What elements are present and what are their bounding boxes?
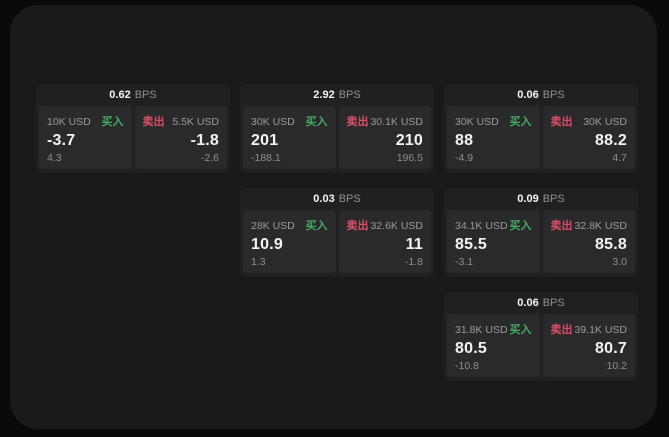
quote-grid: 0.62 BPS 10K USD 买入 -3.7 4.3 卖出 5.5K USD [36,84,638,381]
buy-price: 80.5 [455,339,487,357]
sell-amount: 30.1K USD [370,116,423,128]
sell-panel[interactable]: 卖出 30K USD 88.2 4.7 [542,106,635,169]
sell-amount: 30K USD [583,116,627,128]
spread-value: 0.62 [109,89,131,101]
buy-label: 买入 [509,220,532,232]
bps-label: BPS [338,89,361,101]
buy-panel[interactable]: 10K USD 买入 -3.7 4.3 [39,106,132,169]
quote-card: 0.62 BPS 10K USD 买入 -3.7 4.3 卖出 5.5K USD [36,84,230,173]
sell-panel[interactable]: 卖出 5.5K USD -1.8 -2.6 [134,106,227,169]
buy-panel[interactable]: 30K USD 买入 88 -4.9 [447,106,540,169]
spread-header: 0.09 BPS [444,188,638,210]
bps-label: BPS [338,193,361,205]
buy-amount: 10K USD [47,116,91,128]
buy-amount: 31.8K USD [455,324,508,336]
buy-change: 1.3 [251,255,266,268]
sell-panel[interactable]: 卖出 32.6K USD 11 -1.8 [338,210,431,273]
spread-header: 0.06 BPS [444,84,638,106]
sell-price: 210 [395,131,423,149]
buy-change: -10.8 [455,359,479,372]
sell-change: -2.6 [200,151,219,164]
sell-label: 卖出 [550,324,573,336]
sell-panel[interactable]: 卖出 32.8K USD 85.8 3.0 [542,210,635,273]
spread-value: 0.03 [313,193,335,205]
spread-header: 0.03 BPS [240,188,434,210]
sell-change: 10.2 [606,359,627,372]
buy-panel[interactable]: 28K USD 买入 10.9 1.3 [243,210,336,273]
buy-price: 10.9 [251,235,283,253]
sell-price: 85.8 [595,235,627,253]
buy-price: 88 [455,131,474,149]
bps-label: BPS [134,89,157,101]
bps-label: BPS [542,193,565,205]
buy-label: 买入 [509,116,532,128]
quote-card: 0.09 BPS 34.1K USD 买入 85.5 -3.1 卖出 32.8K … [444,188,638,277]
sell-amount: 5.5K USD [172,116,219,128]
bps-label: BPS [542,297,565,309]
spread-header: 2.92 BPS [240,84,434,106]
quote-card: 0.03 BPS 28K USD 买入 10.9 1.3 卖出 32.6K USD [240,188,434,277]
sell-change: 4.7 [612,151,627,164]
buy-price: 201 [251,131,279,149]
buy-change: -188.1 [251,151,281,164]
buy-amount: 30K USD [455,116,499,128]
sell-change: 196.5 [396,151,423,164]
buy-amount: 28K USD [251,220,295,232]
buy-panel[interactable]: 30K USD 买入 201 -188.1 [243,106,336,169]
buy-label: 买入 [101,116,124,128]
buy-panel[interactable]: 34.1K USD 买入 85.5 -3.1 [447,210,540,273]
sell-amount: 39.1K USD [574,324,627,336]
quote-card: 0.06 BPS 31.8K USD 买入 80.5 -10.8 卖出 39.1K… [444,292,638,381]
sell-label: 卖出 [142,116,165,128]
sell-amount: 32.6K USD [370,220,423,232]
buy-label: 买入 [305,116,328,128]
buy-amount: 30K USD [251,116,295,128]
sell-panel[interactable]: 卖出 39.1K USD 80.7 10.2 [542,314,635,377]
spread-value: 0.06 [517,89,539,101]
buy-label: 买入 [305,220,328,232]
sell-price: 88.2 [595,131,627,149]
sell-label: 卖出 [346,116,369,128]
spread-header: 0.62 BPS [36,84,230,106]
quote-card: 2.92 BPS 30K USD 买入 201 -188.1 卖出 30.1K U… [240,84,434,173]
spread-header: 0.06 BPS [444,292,638,314]
sell-change: 3.0 [612,255,627,268]
buy-change: -3.1 [455,255,474,268]
sell-price: 80.7 [595,339,627,357]
buy-panel[interactable]: 31.8K USD 买入 80.5 -10.8 [447,314,540,377]
sell-price: -1.8 [190,131,219,149]
quote-card: 0.06 BPS 30K USD 买入 88 -4.9 卖出 30K USD [444,84,638,173]
bps-label: BPS [542,89,565,101]
sell-label: 卖出 [346,220,369,232]
buy-price: -3.7 [47,131,76,149]
spread-value: 0.06 [517,297,539,309]
sell-amount: 32.8K USD [574,220,627,232]
sell-label: 卖出 [550,116,573,128]
sell-label: 卖出 [550,220,573,232]
buy-price: 85.5 [455,235,487,253]
sell-change: -1.8 [404,255,423,268]
spread-value: 0.09 [517,193,539,205]
sell-panel[interactable]: 卖出 30.1K USD 210 196.5 [338,106,431,169]
buy-change: 4.3 [47,151,62,164]
sell-price: 11 [405,235,423,253]
app-window: 0.62 BPS 10K USD 买入 -3.7 4.3 卖出 5.5K USD [10,5,657,429]
spread-value: 2.92 [313,89,335,101]
buy-change: -4.9 [455,151,474,164]
buy-amount: 34.1K USD [455,220,508,232]
buy-label: 买入 [509,324,532,336]
